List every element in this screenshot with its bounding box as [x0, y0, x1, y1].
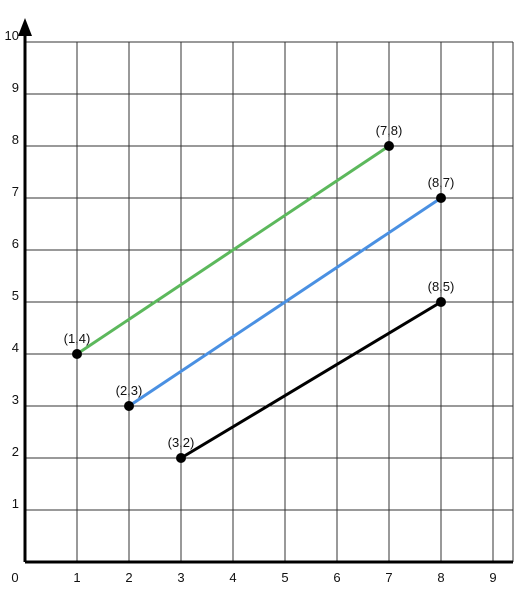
y-tick-label: 9: [12, 80, 19, 95]
x-tick-label: 4: [229, 570, 236, 585]
axes: [18, 18, 513, 564]
y-tick-label: 3: [12, 392, 19, 407]
x-tick-label: 6: [333, 570, 340, 585]
series-layer: [72, 141, 446, 463]
series-line: [128, 196, 442, 408]
tick-labels: 0 1 2 3 4 5 6 7 8 9 1 2 3 4 5 6 7 8 9 10: [5, 28, 497, 585]
y-tick-label: 7: [12, 184, 19, 199]
y-tick-label: 5: [12, 288, 19, 303]
y-tick-label: 2: [12, 444, 19, 459]
x-tick-label: 9: [489, 570, 496, 585]
series-line: [76, 144, 390, 356]
x-tick-label: 5: [281, 570, 288, 585]
x-tick-label: 3: [177, 570, 184, 585]
data-point: [384, 141, 394, 151]
x-tick-label: 8: [437, 570, 444, 585]
point-label: (3,2): [168, 435, 195, 450]
y-tick-label: 8: [12, 132, 19, 147]
data-point: [124, 401, 134, 411]
data-point: [436, 297, 446, 307]
y-tick-label: 10: [5, 28, 19, 43]
series-line: [180, 300, 442, 460]
point-labels: (1,4) (7,8) (2,3) (8,7) (3,2) (8,5): [64, 123, 455, 450]
data-point: [176, 453, 186, 463]
y-tick-label: 4: [12, 340, 19, 355]
data-point: [72, 349, 82, 359]
point-label: (8,7): [428, 175, 455, 190]
point-label: (7,8): [376, 123, 403, 138]
point-label: (8,5): [428, 279, 455, 294]
x-tick-label: 2: [125, 570, 132, 585]
point-label: (1,4): [64, 331, 91, 346]
y-axis-arrow: [18, 18, 32, 36]
point-label: (2,3): [116, 383, 143, 398]
data-point: [436, 193, 446, 203]
x-tick-label: 7: [385, 570, 392, 585]
y-tick-label: 6: [12, 236, 19, 251]
y-tick-label: 1: [12, 496, 19, 511]
x-tick-label: 1: [73, 570, 80, 585]
x-tick-label: 0: [11, 570, 18, 585]
